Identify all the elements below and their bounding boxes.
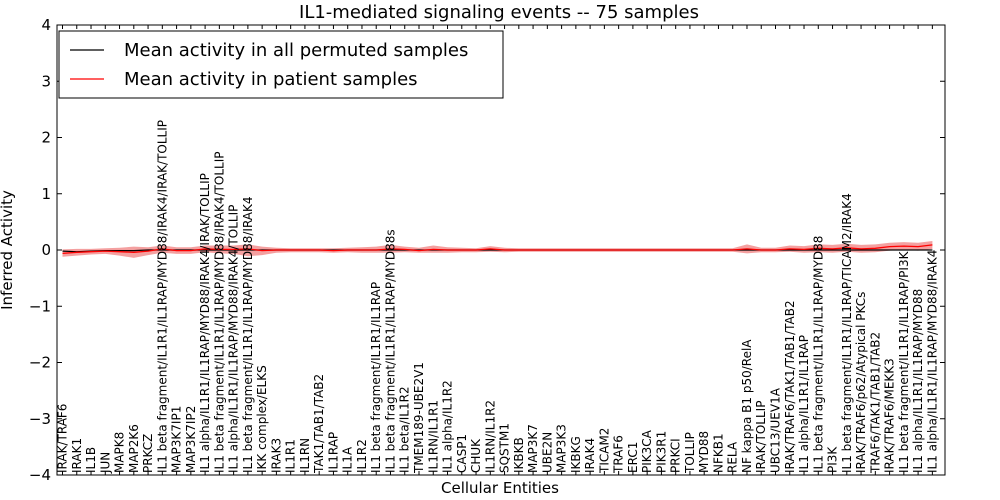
x-tick-label: IL1A [341,446,355,473]
x-tick-label: PIK3CA [640,429,654,473]
x-tick-label: PRKCZ [141,434,155,473]
x-tick-label: IL1 beta fragment/IL1R1/IL1RAP/TICAM2/IR… [840,193,854,473]
x-tick-label: TRAF6/TAK1/TAB1/TAB2 [868,332,882,474]
x-tick-label: SQSTM1 [498,423,512,473]
y-tick-label: −3 [29,410,51,428]
y-tick-label: 2 [41,129,51,147]
x-tick-label: IL1 beta fragment/IL1R1/IL1RAP/MYD88 [811,236,825,473]
x-tick-label: MAP3K7IP1 [170,406,184,473]
x-tick-label: JUN [98,452,112,474]
x-tick-label: IL1RAP [326,432,340,473]
x-tick-label: IRAK3 [269,438,283,473]
x-tick-label: TMEM189-UBE2V1 [412,362,426,474]
x-tick-label: IL1RN/IL1R2 [483,400,497,473]
x-tick-label: IRAK/TOLLIP [754,401,768,473]
x-tick-label: IKK complex/ELKS [255,365,269,473]
x-tick-label: IL1 alpha/IL1R1/IL1RAP/MYD88/IRAK4/IRAK/… [198,173,212,473]
x-tick-label: IL1 beta fragment/IL1R1/IL1RAP/MYD88s [383,229,397,473]
x-tick-label: IL1 alpha/IL1R1/IL1RAP/MYD88 [911,289,925,473]
y-tick-label: −4 [29,466,51,484]
x-tick-label: PI3K [826,446,840,473]
y-tick-label: 4 [41,16,51,34]
x-tick-label: MAPK8 [113,432,127,473]
y-tick-label: −2 [29,354,51,372]
x-tick-label: IL1 beta fragment/IL1R1/IL1RAP/MYD88/IRA… [241,196,255,473]
x-tick-label: MAP2K6 [127,424,141,473]
x-tick-label: MAP3K3 [555,424,569,473]
x-tick-label: IL1 alpha/IL1R1/IL1RAP/MYD88/IRAK4/TOLLI… [227,205,241,473]
x-tick-label: IRAK1 [70,438,84,473]
x-tick-label: NF kappa B1 p50/RelA [740,339,754,473]
plot-area: 4 3 2 1 0 −1 −2 −3 −4 IRAK/TRAF6 IRAK1 IL1B JUN MAPK8… [29,16,946,484]
x-tick-label: CASP1 [455,434,469,473]
x-tick-label: IRAK/TRAF6/TAK1/TAB1/TAB2 [783,300,797,473]
x-tick-label: IL1 alpha/IL1R1/IL1RAP [797,335,811,473]
x-tick-label: IL1R1 [284,439,298,473]
x-tick-label: IL1 beta fragment/IL1R1/IL1RAP/MYD88/IRA… [155,120,169,473]
x-tick-label: IRAK4 [583,438,597,473]
x-axis-label: Cellular Entities [441,479,559,497]
x-tick-label: PRKCI [669,438,683,473]
x-tick-label: TRAF6 [612,435,626,474]
legend-label: Mean activity in all permuted samples [124,40,468,61]
x-tick-label: IKBKB [512,437,526,473]
x-tick-label: IL1 alpha/IL1R1/IL1RAP/MYD88/IRAK4 [925,250,939,473]
x-tick-label: MYD88 [697,431,711,473]
x-tick-label: IL1 beta/IL1R2 [398,386,412,473]
y-tick-label: 1 [41,185,51,203]
x-tick-label: IL1 beta fragment/IL1R1/IL1RAP/PI3K [897,250,911,473]
x-tick-label: UBC13/UEV1A [769,387,783,473]
x-tick-label: IRAK/TRAF6/p62/Atypical PKCs [854,292,868,473]
x-tick-label: IRAK/TRAF6/MEKK3 [883,358,897,473]
x-tick-label: IL1 beta fragment/IL1R1/IL1RAP [369,282,383,473]
x-tick-label: RELA [726,441,740,473]
legend-label: Mean activity in patient samples [124,69,418,90]
x-tick-label: UBE2N [540,432,554,473]
x-tick-label: TAK1/TAB1/TAB2 [312,374,326,474]
x-tick-label: MAP3K7 [526,424,540,473]
x-tick-label: IL1B [84,447,98,473]
x-tick-label: IL1RN [298,438,312,473]
x-tick-label: IL1 beta fragment/IL1R1/IL1RAP/MYD88/IRA… [212,152,226,473]
chart-title: IL1-mediated signaling events -- 75 samp… [299,2,699,23]
legend-box [58,30,504,99]
x-tick-label: ERC1 [626,442,640,473]
x-tick-label: IL1 alpha/IL1R2 [441,380,455,473]
y-axis-label: Inferred Activity [0,190,16,310]
y-tick-label: −1 [29,297,51,315]
x-tick-label: NFKB1 [711,433,725,473]
x-tick-label: IRAK/TRAF6 [56,404,70,473]
x-tick-label: IL1R2 [355,439,369,473]
x-tick-label: PIK3R1 [654,431,668,473]
x-tick-label: TICAM2 [597,428,611,474]
x-tick-label: CHUK [469,438,483,473]
y-tick-label: 3 [41,72,51,90]
y-tick-label: 0 [41,241,51,259]
x-tick-label: TOLLIP [683,432,697,474]
x-tick-label: MAP3K7IP2 [184,406,198,473]
x-tick-label: IL1RN/IL1R1 [426,400,440,473]
series-line-patient [62,244,933,255]
legend: Mean activity in all permuted samples Mea… [58,30,504,99]
x-tick-label: IKBKG [569,436,583,473]
